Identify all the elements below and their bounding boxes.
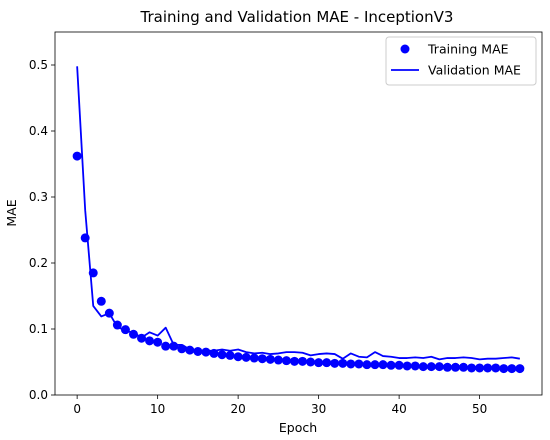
training-mae-point (265, 354, 275, 364)
training-mae-point (137, 333, 147, 343)
x-axis-ticks: 0 10 20 30 40 50 (73, 395, 487, 416)
x-tick-label: 0 (73, 402, 81, 416)
training-mae-point (346, 359, 356, 369)
training-mae-point (120, 325, 130, 335)
training-mae-point (193, 346, 203, 356)
training-mae-point (96, 296, 106, 306)
legend-label-training: Training MAE (427, 42, 509, 57)
training-mae-point (112, 320, 122, 330)
training-mae-point (370, 360, 380, 370)
training-mae-point (314, 358, 324, 368)
training-mae-point (273, 355, 283, 365)
x-tick-label: 30 (311, 402, 326, 416)
training-mae-point (467, 363, 477, 373)
legend-box (385, 36, 537, 86)
y-tick-label: 0.2 (29, 256, 48, 270)
plot-area (54, 31, 543, 396)
training-mae-point (459, 362, 469, 372)
training-mae-point (394, 360, 404, 370)
training-mae-point (80, 233, 90, 243)
training-mae-point (161, 341, 171, 351)
training-mae-point (491, 363, 501, 373)
training-mae-point (209, 348, 219, 358)
y-tick-label: 0.1 (29, 322, 48, 336)
training-mae-point (483, 363, 493, 373)
x-axis-label: Epoch (279, 420, 317, 435)
training-mae-point (434, 362, 444, 372)
series-layer (72, 66, 525, 374)
training-mae-point (169, 341, 179, 351)
training-mae-point (128, 329, 138, 339)
x-tick-label: 50 (472, 402, 487, 416)
training-mae-point (362, 360, 372, 370)
legend-label-validation: Validation MAE (428, 63, 521, 78)
legend-marker-training (400, 44, 410, 54)
training-mae-point (225, 350, 235, 360)
training-mae-point (306, 357, 316, 367)
training-mae-point (257, 354, 267, 364)
training-mae-point (402, 361, 412, 371)
y-tick-label: 0.3 (29, 190, 48, 204)
y-tick-label: 0.0 (29, 388, 48, 402)
training-mae-point (426, 362, 436, 372)
training-mae-point (281, 356, 291, 366)
y-tick-label: 0.4 (29, 124, 48, 138)
training-mae-point (72, 151, 82, 161)
y-axis-label: MAE (4, 199, 19, 226)
x-tick-label: 20 (230, 402, 245, 416)
training-mae-point (104, 308, 114, 318)
training-mae-point (145, 336, 155, 346)
training-mae-point (217, 350, 227, 360)
training-mae-point (410, 361, 420, 371)
training-mae-point (201, 347, 211, 357)
x-tick-label: 10 (150, 402, 165, 416)
training-mae-point (177, 344, 187, 354)
training-mae-point (507, 364, 517, 374)
training-mae-point (153, 337, 163, 347)
y-tick-label: 0.5 (29, 58, 48, 72)
training-mae-point (185, 345, 195, 355)
training-mae-point (233, 352, 243, 362)
y-axis-ticks: 0.0 0.1 0.2 0.3 0.4 0.5 (29, 58, 55, 402)
training-mae-point (88, 268, 98, 278)
training-mae-point (338, 358, 348, 368)
training-mae-point (289, 356, 299, 366)
training-mae-point (330, 358, 340, 368)
axes-frame (54, 31, 543, 396)
chart-title: Training and Validation MAE - InceptionV… (140, 8, 454, 26)
legend: Training MAE Validation MAE (385, 36, 537, 86)
training-mae-point (499, 364, 509, 374)
x-tick-label: 40 (391, 402, 406, 416)
training-mae-point (298, 356, 308, 366)
training-mae-point (322, 358, 332, 368)
training-mae-point (378, 360, 388, 370)
training-mae-point (442, 362, 452, 372)
validation-mae-line (76, 66, 521, 361)
training-mae-point (354, 359, 364, 369)
training-mae-point (418, 362, 428, 372)
training-mae-point (249, 353, 259, 363)
training-mae-point (515, 364, 525, 374)
training-mae-point (241, 352, 251, 362)
training-mae-point (386, 360, 396, 370)
training-mae-point (450, 362, 460, 372)
training-mae-point (475, 363, 485, 373)
